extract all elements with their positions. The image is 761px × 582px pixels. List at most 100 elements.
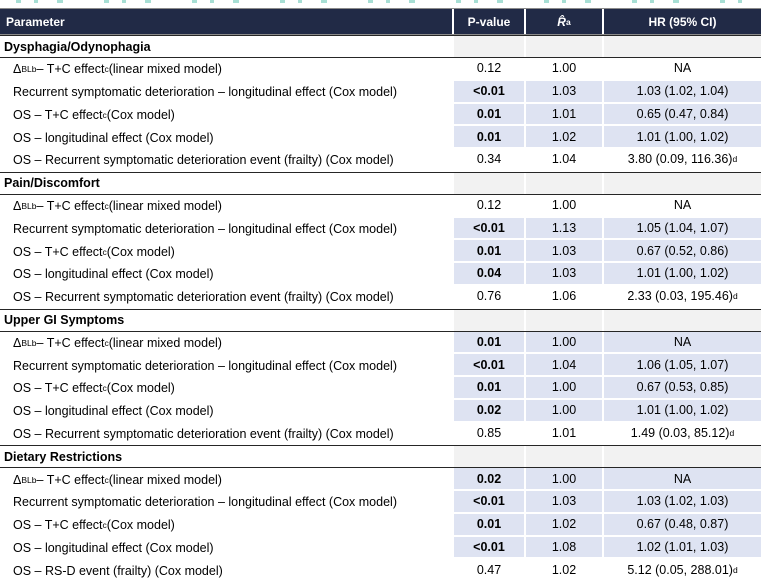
- p-value-cell: 0.85: [452, 422, 524, 446]
- r-hat-cell: 1.02: [524, 559, 602, 582]
- section-header-row: Dysphagia/Odynophagia: [0, 35, 761, 58]
- r-hat-cell: 1.03: [524, 240, 602, 263]
- section-empty-p-cell: [452, 446, 524, 468]
- table-row: Recurrent symptomatic deterioration – lo…: [0, 217, 761, 241]
- section-title: Pain/Discomfort: [0, 172, 452, 194]
- hr-cell: 0.67 (0.52, 0.86): [602, 240, 761, 263]
- hr-cell: 1.01 (1.00, 1.02): [602, 126, 761, 149]
- p-value-cell: 0.34: [452, 149, 524, 172]
- p-value-cell: 0.01: [452, 377, 524, 400]
- table-row: OS – longitudinal effect (Cox model) <0.…: [0, 536, 761, 560]
- hr-cell: 1.01 (1.00, 1.02): [602, 263, 761, 286]
- p-value-cell: 0.01: [452, 103, 524, 127]
- table-row: Recurrent symptomatic deterioration – lo…: [0, 80, 761, 104]
- r-hat-cell: 1.00: [524, 194, 602, 218]
- hr-cell: NA: [602, 468, 761, 491]
- parameter-cell: Recurrent symptomatic deterioration – lo…: [13, 221, 397, 236]
- p-value-cell: 0.02: [452, 399, 524, 423]
- p-value-cell: <0.01: [452, 354, 524, 377]
- table-row: OS – Recurrent symptomatic deterioration…: [0, 149, 761, 172]
- table-row: Δ BL b – T+C effect c (linear mixed model) …: [0, 331, 761, 355]
- header-p-value: P-value: [452, 9, 524, 34]
- p-value-cell: 0.02: [452, 468, 524, 491]
- hr-cell: NA: [602, 194, 761, 218]
- section-empty-p-cell: [452, 309, 524, 331]
- parameter-cell: Recurrent symptomatic deterioration – lo…: [13, 85, 397, 100]
- section-empty-p-cell: [452, 172, 524, 194]
- r-hat-cell: 1.00: [524, 377, 602, 400]
- section-empty-r-cell: [524, 446, 602, 468]
- table-row: Δ BL b – T+C effect c (linear mixed model) …: [0, 468, 761, 491]
- r-hat-cell: 1.13: [524, 217, 602, 241]
- hr-cell: 0.67 (0.53, 0.85): [602, 377, 761, 400]
- section-empty-r-cell: [524, 36, 602, 57]
- p-value-cell: 0.76: [452, 285, 524, 309]
- section-empty-hr-cell: [602, 36, 761, 57]
- hr-cell: 0.65 (0.47, 0.84): [602, 103, 761, 127]
- hr-cell: 1.06 (1.05, 1.07): [602, 354, 761, 377]
- r-hat-cell: 1.00: [524, 399, 602, 423]
- hr-cell: 1.01 (1.00, 1.02): [602, 399, 761, 423]
- r-hat-cell: 1.01: [524, 422, 602, 446]
- header-parameter: Parameter: [6, 14, 65, 29]
- table-row: Δ BL b – T+C effect c (linear mixed model) …: [0, 58, 761, 81]
- p-value-cell: 0.01: [452, 331, 524, 355]
- hr-cell: 1.03 (1.02, 1.03): [602, 491, 761, 514]
- hr-cell: 1.03 (1.02, 1.04): [602, 80, 761, 104]
- parameter-cell: OS – T+C effect c (Cox model): [13, 518, 175, 533]
- table-row: Recurrent symptomatic deterioration – lo…: [0, 354, 761, 377]
- parameter-cell: OS – RS-D event (frailty) (Cox model): [13, 563, 223, 578]
- parameter-cell: OS – T+C effect c (Cox model): [13, 381, 175, 396]
- r-hat-cell: 1.02: [524, 513, 602, 537]
- table-row: OS – longitudinal effect (Cox model) 0.0…: [0, 263, 761, 286]
- p-value-cell: <0.01: [452, 491, 524, 514]
- parameter-cell: OS – Recurrent symptomatic deterioration…: [13, 153, 394, 168]
- section-empty-r-cell: [524, 172, 602, 194]
- r-hat-cell: 1.03: [524, 263, 602, 286]
- table-row: OS – longitudinal effect (Cox model) 0.0…: [0, 399, 761, 423]
- parameter-cell: Δ BL b – T+C effect c (linear mixed model): [13, 199, 222, 214]
- hr-cell: 5.12 (0.05, 288.01) d: [602, 559, 761, 582]
- table-row: Δ BL b – T+C effect c (linear mixed model) …: [0, 194, 761, 218]
- parameter-cell: Recurrent symptomatic deterioration – lo…: [13, 495, 397, 510]
- table-row: OS – T+C effect c (Cox model) 0.01 1.03 0…: [0, 240, 761, 263]
- r-hat-cell: 1.06: [524, 285, 602, 309]
- p-value-cell: <0.01: [452, 217, 524, 241]
- parameter-cell: OS – longitudinal effect (Cox model): [13, 540, 214, 555]
- p-value-cell: 0.01: [452, 513, 524, 537]
- hr-cell: 1.05 (1.04, 1.07): [602, 217, 761, 241]
- section-empty-hr-cell: [602, 309, 761, 331]
- r-hat-cell: 1.00: [524, 58, 602, 81]
- table-row: OS – Recurrent symptomatic deterioration…: [0, 422, 761, 446]
- table-row: OS – T+C effect c (Cox model) 0.01 1.01 0…: [0, 103, 761, 127]
- p-value-cell: <0.01: [452, 80, 524, 104]
- p-value-cell: <0.01: [452, 536, 524, 560]
- r-hat-cell: 1.00: [524, 331, 602, 355]
- section-empty-hr-cell: [602, 446, 761, 468]
- clipped-title-fragments: [0, 0, 761, 3]
- parameter-cell: OS – T+C effect c (Cox model): [13, 244, 175, 259]
- parameter-cell: Δ BL b – T+C effect c (linear mixed model): [13, 62, 222, 77]
- section-empty-hr-cell: [602, 172, 761, 194]
- table-row: OS – longitudinal effect (Cox model) 0.0…: [0, 126, 761, 149]
- hr-cell: 1.49 (0.03, 85.12) d: [602, 422, 761, 446]
- table-row: OS – T+C effect c (Cox model) 0.01 1.00 0…: [0, 377, 761, 400]
- header-hr-ci: HR (95% CI): [602, 9, 761, 34]
- r-hat-cell: 1.04: [524, 354, 602, 377]
- results-table: Parameter P-value R̂ a HR (95% CI) Dyspha…: [0, 8, 761, 582]
- r-hat-cell: 1.00: [524, 468, 602, 491]
- section-title: Dietary Restrictions: [0, 446, 452, 468]
- header-r-hat: R̂ a: [524, 9, 602, 34]
- hr-cell: 2.33 (0.03, 195.46) d: [602, 285, 761, 309]
- r-hat-cell: 1.02: [524, 126, 602, 149]
- r-hat-cell: 1.03: [524, 80, 602, 104]
- table-row: Recurrent symptomatic deterioration – lo…: [0, 491, 761, 514]
- p-value-cell: 0.12: [452, 194, 524, 218]
- section-header-row: Dietary Restrictions: [0, 445, 761, 469]
- clipped-title-line: [0, 0, 761, 8]
- section-empty-r-cell: [524, 309, 602, 331]
- r-hat-cell: 1.01: [524, 103, 602, 127]
- parameter-cell: OS – longitudinal effect (Cox model): [13, 404, 214, 419]
- table-header-row: Parameter P-value R̂ a HR (95% CI): [0, 8, 761, 35]
- r-hat-cell: 1.08: [524, 536, 602, 560]
